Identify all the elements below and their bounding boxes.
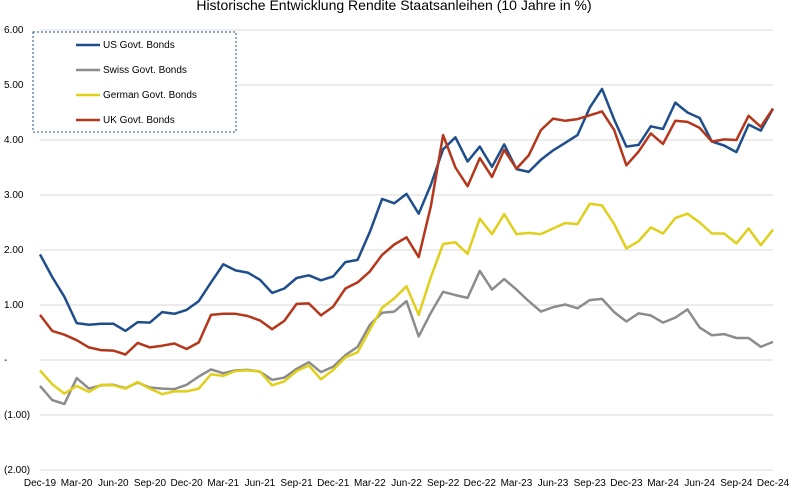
legend: US Govt. Bonds Swiss Govt. Bonds German Go… <box>32 31 237 133</box>
x-tick-label: Jun-20 <box>98 478 129 489</box>
x-tick-label: Dec-21 <box>317 478 350 489</box>
x-tick-label: Mar-24 <box>647 478 679 489</box>
y-tick-label: (1.00) <box>4 410 30 421</box>
y-axis-ticks: 6.00 5.00 4.00 3.00 2.00 1.00 - (1.00) (2.00) <box>4 25 30 476</box>
x-tick-label: Mar-20 <box>61 478 93 489</box>
y-tick-label: 2.00 <box>4 245 24 256</box>
x-tick-label: Sep-22 <box>427 478 460 489</box>
x-tick-label: Dec-19 <box>24 478 57 489</box>
x-tick-label: Dec-22 <box>464 478 497 489</box>
x-tick-label: Sep-24 <box>720 478 753 489</box>
legend-label: US Govt. Bonds <box>103 40 175 51</box>
x-tick-label: Jun-24 <box>684 478 715 489</box>
x-tick-label: Jun-22 <box>391 478 422 489</box>
legend-label: Swiss Govt. Bonds <box>103 65 187 76</box>
y-tick-label: - <box>4 355 7 366</box>
y-tick-label: 6.00 <box>4 25 24 36</box>
x-axis-ticks: Dec-19 Mar-20 Jun-20 Sep-20 Dec-20 Mar-21 Jun-… <box>24 478 789 489</box>
x-tick-label: Jun-23 <box>538 478 569 489</box>
y-tick-label: 4.00 <box>4 135 24 146</box>
x-tick-label: Sep-23 <box>574 478 607 489</box>
x-tick-label: Dec-20 <box>170 478 203 489</box>
series-lines <box>38 87 775 406</box>
legend-label: UK Govt. Bonds <box>103 115 175 126</box>
x-tick-label: Dec-23 <box>610 478 643 489</box>
chart-title: Historische Entwicklung Rendite Staatsan… <box>196 0 591 13</box>
series-line-3 <box>39 202 774 396</box>
series-line-2 <box>39 269 774 406</box>
legend-box <box>32 31 237 133</box>
x-tick-label: Sep-21 <box>280 478 313 489</box>
legend-label: German Govt. Bonds <box>103 90 197 101</box>
series-line-1 <box>38 87 775 333</box>
y-tick-label: 5.00 <box>4 80 24 91</box>
x-tick-label: Mar-22 <box>354 478 386 489</box>
x-tick-label: Mar-23 <box>501 478 533 489</box>
y-tick-label: 3.00 <box>4 190 24 201</box>
y-tick-label: (2.00) <box>4 465 30 476</box>
x-tick-label: Sep-20 <box>134 478 167 489</box>
x-tick-label: Dec-24 <box>757 478 789 489</box>
x-tick-label: Jun-21 <box>245 478 276 489</box>
series-line-4 <box>39 107 775 356</box>
y-tick-label: 1.00 <box>4 300 24 311</box>
x-tick-label: Mar-21 <box>207 478 239 489</box>
